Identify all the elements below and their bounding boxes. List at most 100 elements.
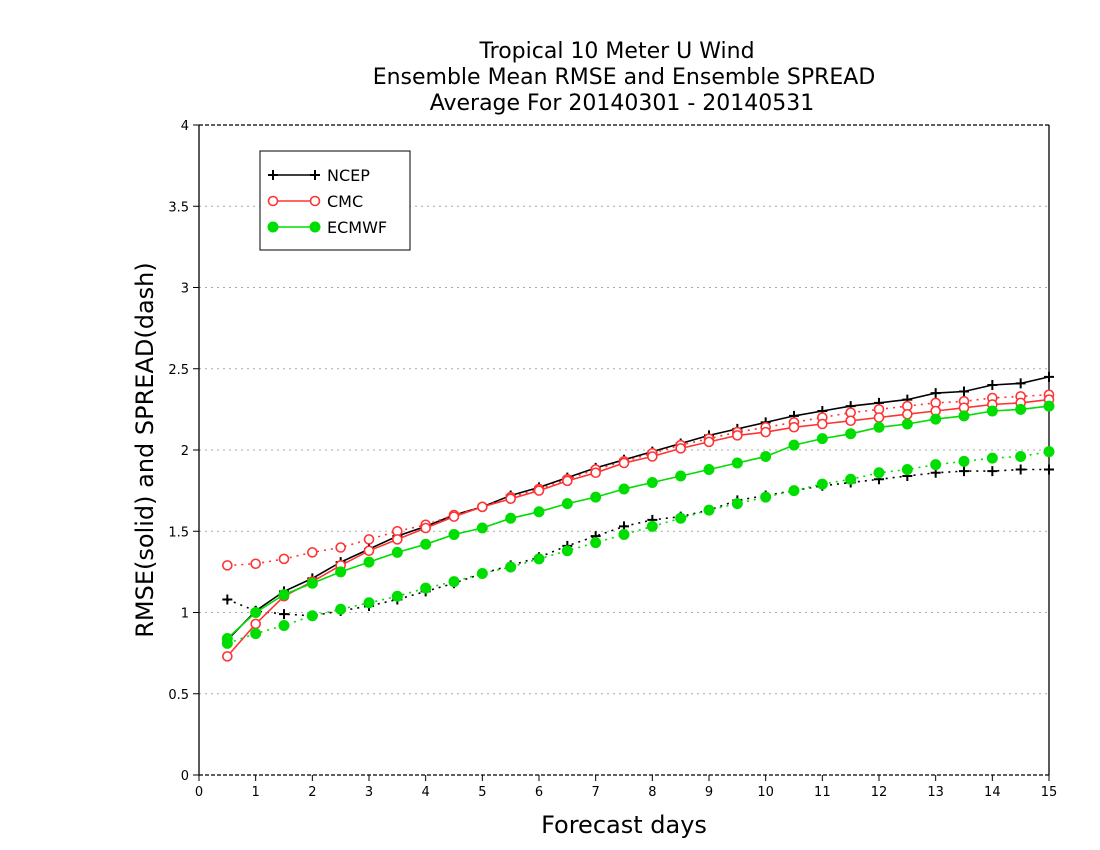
x-tick-label-13: 13 xyxy=(927,785,944,800)
ecmwf-rmse-point-23 xyxy=(873,421,885,433)
ecmwf-spread-point-25 xyxy=(930,459,942,471)
cmc-rmse-point-16 xyxy=(675,443,686,454)
y-tick-label-8: 4 xyxy=(181,119,189,134)
cmc-rmse-line xyxy=(226,398,1050,657)
ecmwf-spread-point-22 xyxy=(845,473,857,485)
x-tick-label-1: 1 xyxy=(252,785,260,800)
ecmwf-spread-point-11 xyxy=(533,553,545,565)
ncep-rmse-point-26 xyxy=(959,386,969,397)
ecmwf-spread-point-28 xyxy=(1015,451,1027,462)
ecmwf-rmse-point-25 xyxy=(930,413,942,425)
y-tick-label-6: 3 xyxy=(181,282,189,297)
ecmwf-rmse-point-1 xyxy=(250,607,262,618)
ncep-rmse-point-25 xyxy=(930,388,941,399)
ecmwf-rmse-point-3 xyxy=(306,577,318,589)
ecmwf-rmse-point-15 xyxy=(646,477,658,488)
y-axis-label: RMSE(solid) and SPREAD(dash) xyxy=(131,262,159,638)
x-tick-label-7: 7 xyxy=(592,785,600,800)
ecmwf-spread-point-16 xyxy=(675,512,687,524)
ecmwf-spread-point-29 xyxy=(1043,446,1055,458)
y-tick-label-7: 3.5 xyxy=(168,200,189,215)
cmc-spread-series xyxy=(222,389,1055,571)
ecmwf-rmse-point-17 xyxy=(703,464,715,475)
ecmwf-rmse-point-12 xyxy=(561,498,573,510)
x-tick-label-4: 4 xyxy=(422,785,430,800)
cmc-rmse-point-19 xyxy=(760,426,771,438)
ncep-spread-point-27 xyxy=(987,466,998,477)
x-tick-label-15: 15 xyxy=(1041,785,1058,800)
ecmwf-rmse-line xyxy=(226,405,1050,640)
cmc-rmse-point-22 xyxy=(845,415,856,427)
ecmwf-rmse-point-22 xyxy=(845,428,857,440)
cmc-rmse-point-11 xyxy=(533,485,545,496)
chart-title-line-2: Ensemble Mean RMSE and Ensemble SPREAD xyxy=(373,65,876,90)
ecmwf-spread-point-26 xyxy=(958,455,970,467)
x-tick-label-9: 9 xyxy=(705,785,713,800)
cmc-rmse-point-14 xyxy=(618,457,630,469)
x-tick-label-5: 5 xyxy=(478,785,486,800)
cmc-rmse-point-8 xyxy=(448,511,460,522)
ecmwf-spread-point-3 xyxy=(306,610,318,622)
x-tick-label-10: 10 xyxy=(757,785,774,800)
ecmwf-spread-point-27 xyxy=(986,452,998,464)
ncep-rmse-series xyxy=(222,371,1054,646)
legend-label-ecmwf: ECMWF xyxy=(327,218,387,237)
cmc-rmse-point-15 xyxy=(647,451,658,462)
ecmwf-spread-point-1 xyxy=(250,628,262,640)
x-tick-label-0: 0 xyxy=(195,785,203,800)
y-tick-label-4: 2 xyxy=(181,444,189,459)
cmc-rmse-point-23 xyxy=(873,412,885,423)
ecmwf-spread-point-8 xyxy=(448,576,460,588)
legend-label-ncep: NCEP xyxy=(327,166,370,185)
cmc-rmse-point-13 xyxy=(590,467,601,479)
cmc-rmse-point-18 xyxy=(732,430,743,441)
ecmwf-rmse-point-21 xyxy=(816,433,828,445)
ncep-spread-point-2 xyxy=(279,609,289,620)
ecmwf-rmse-point-11 xyxy=(533,506,545,518)
ecmwf-rmse-point-20 xyxy=(788,439,800,451)
cmc-rmse-point-6 xyxy=(392,534,403,545)
ecmwf-spread-line xyxy=(227,450,1050,645)
ecmwf-rmse-point-4 xyxy=(335,566,347,578)
ecmwf-spread-point-15 xyxy=(646,520,658,532)
ecmwf-rmse-point-13 xyxy=(590,491,602,503)
ecmwf-rmse-point-10 xyxy=(505,512,517,524)
cmc-spread-point-0 xyxy=(222,560,233,571)
ecmwf-rmse-point-0 xyxy=(221,633,233,644)
ncep-spread-series xyxy=(222,464,1054,621)
ecmwf-rmse-point-9 xyxy=(476,522,488,534)
ecmwf-spread-point-17 xyxy=(703,504,715,516)
cmc-rmse-point-1 xyxy=(250,618,261,630)
cmc-spread-point-3 xyxy=(307,547,318,558)
ncep-spread-point-29 xyxy=(1044,464,1054,475)
ecmwf-rmse-point-14 xyxy=(618,483,630,495)
ecmwf-spread-point-5 xyxy=(363,597,375,609)
ncep-rmse-point-28 xyxy=(1015,378,1026,389)
x-tick-label-8: 8 xyxy=(648,785,656,800)
legend-marker-right-cmc xyxy=(309,195,321,207)
ecmwf-spread-point-13 xyxy=(590,537,602,549)
legend-entry-ecmwf: ECMWF xyxy=(267,218,387,237)
cmc-rmse-point-10 xyxy=(505,493,516,505)
y-tick-label-1: 0.5 xyxy=(168,688,189,703)
cmc-rmse-point-0 xyxy=(222,651,233,662)
ecmwf-spread-point-6 xyxy=(391,590,403,602)
ecmwf-rmse-point-28 xyxy=(1015,403,1027,415)
ecmwf-spread-series xyxy=(221,446,1055,649)
ecmwf-rmse-point-24 xyxy=(901,418,913,430)
y-tick-label-0: 0 xyxy=(181,769,189,784)
legend-marker-left-ecmwf xyxy=(267,221,279,233)
ncep-spread-line xyxy=(227,468,1049,617)
y-tick-label-5: 2.5 xyxy=(168,363,189,378)
cmc-rmse-point-24 xyxy=(902,408,913,420)
ecmwf-spread-point-24 xyxy=(901,464,913,475)
cmc-rmse-point-17 xyxy=(703,436,715,448)
ecmwf-spread-point-2 xyxy=(278,620,290,631)
cmc-spread-point-1 xyxy=(250,558,261,570)
legend-marker-left-ncep xyxy=(268,170,278,180)
cmc-spread-point-5 xyxy=(363,534,375,545)
cmc-rmse-point-9 xyxy=(477,501,488,513)
x-tick-label-12: 12 xyxy=(871,785,888,800)
ecmwf-rmse-point-27 xyxy=(986,405,998,417)
ecmwf-spread-point-12 xyxy=(561,545,573,557)
